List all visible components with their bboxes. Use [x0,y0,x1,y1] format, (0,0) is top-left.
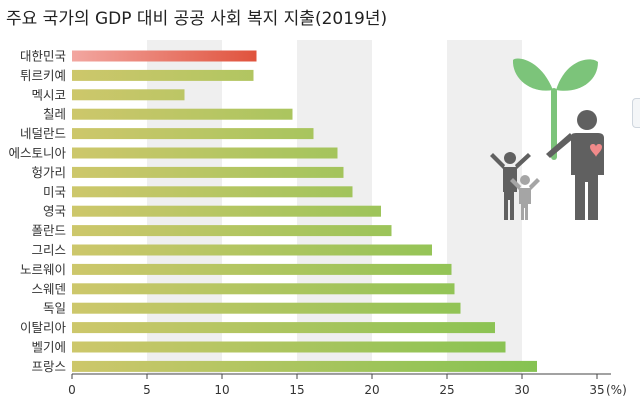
bar [72,205,381,217]
child-arms-icon [490,153,531,169]
bar [72,128,314,140]
category-label: 스웨덴 [31,281,66,296]
category-label: 대한민국 [20,49,66,64]
category-label: 칠레 [43,107,66,122]
category-label: 튀르키예 [20,68,66,83]
bar [72,360,537,372]
category-label: 헝가리 [31,165,66,180]
page-title: 주요 국가의 GDP 대비 공공 사회 복지 지출(2019년) [6,9,388,29]
category-label: 에스토니아 [8,146,66,161]
x-tick-label: 35 [589,383,604,397]
bar [72,302,461,314]
adult-head-icon [577,110,597,130]
plant-stem-icon [551,88,557,160]
bar [72,244,432,256]
x-tick-label: 15 [289,383,304,397]
heart-icon [590,144,602,157]
category-label: 그리스 [31,243,66,258]
x-tick-label: 10 [214,383,229,397]
bar [72,225,392,237]
x-tick-label: 30 [514,383,529,397]
bar [72,341,506,353]
plant-leaf-left-icon [512,58,553,91]
category-label: 이탈리아 [20,320,67,335]
small-child-arms-icon [510,178,540,190]
people-with-plant-icon [490,58,604,220]
bar [72,166,344,178]
x-tick-label: 25 [439,383,454,397]
category-label: 네덜란드 [20,126,66,141]
bar [72,89,185,101]
adult-arm-icon [546,133,574,158]
category-label: 폴란드 [31,223,66,238]
bar [72,263,452,275]
child-head-icon [504,152,516,164]
category-label: 프랑스 [31,359,66,374]
x-tick-label: 20 [364,383,379,397]
x-unit-label: (%) [606,383,627,397]
bar [72,186,353,198]
plant-leaf-right-icon [556,59,598,91]
category-label: 미국 [43,184,66,199]
small-child-body-icon [519,188,531,220]
x-tick-label: 5 [143,383,151,397]
bar [72,283,455,295]
bar [72,108,293,120]
bar [72,147,338,159]
category-label: 노르웨이 [20,262,66,277]
bar [72,69,254,81]
category-label: 멕시코 [31,87,66,102]
category-label: 영국 [43,204,66,219]
category-labels: 대한민국튀르키예멕시코칠레네덜란드에스토니아헝가리미국영국폴란드그리스노르웨이스… [8,49,66,374]
small-child-head-icon [520,175,530,185]
bar [72,50,257,62]
bar-series [72,50,537,372]
category-label: 독일 [43,301,66,316]
x-tick-label: 0 [68,383,76,397]
bar [72,322,495,334]
x-axis: 0 5 10 15 20 25 30 35 (%) [68,373,627,397]
scroll-handle[interactable] [632,98,640,128]
category-label: 벨기에 [31,340,66,355]
grid-band [447,40,522,374]
